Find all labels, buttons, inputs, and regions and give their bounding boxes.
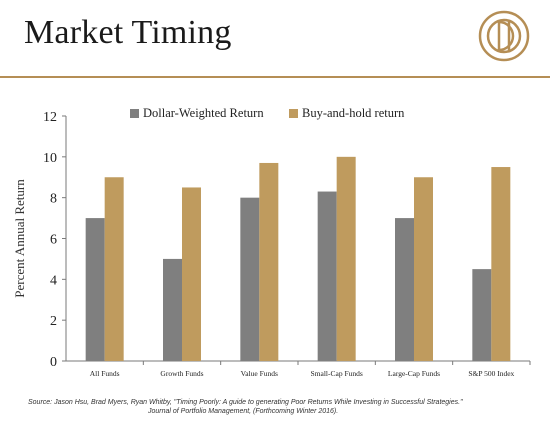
x-tick-label: All Funds [90,369,120,378]
legend-label: Dollar-Weighted Return [143,106,264,120]
bar-dollar-weighted [240,197,260,361]
x-tick-label: S&P 500 Index [468,369,514,378]
source-line-1: Source: Jason Hsu, Brad Myers, Ryan Whit… [28,399,463,406]
x-tick-label: Large-Cap Funds [388,369,440,378]
y-tick-label: 6 [50,233,57,248]
source-note: Source: Jason Hsu, Brad Myers, Ryan Whit… [28,398,528,416]
y-tick-label: 8 [50,192,57,207]
y-tick-label: 4 [50,273,57,288]
x-tick-label: Value Funds [241,369,278,378]
bar-buy-and-hold [414,177,433,361]
bar-buy-and-hold [491,167,511,361]
y-axis-label: Percent Annual Return [12,179,27,298]
bar-buy-and-hold [104,177,124,361]
y-tick-label: 0 [50,355,57,370]
x-tick-label: Growth Funds [160,369,203,378]
title-divider [0,76,550,78]
legend-swatch [130,109,139,118]
gold-circle-logo-icon [478,10,530,62]
page-title: Market Timing [24,14,232,51]
bar-dollar-weighted [472,269,492,361]
x-tick-label: Small-Cap Funds [311,369,363,378]
bar-buy-and-hold [259,162,279,361]
chart-canvas: Percent Annual Return 0 2 4 6 8 10 12 All Funds G… [12,106,531,378]
bar-chart: Percent Annual Return 0 2 4 6 8 10 12 All Funds G… [0,100,550,390]
bar-buy-and-hold [336,156,356,361]
legend-swatch [289,109,298,118]
bar-dollar-weighted [85,218,105,361]
source-line-2: Journal of Portfolio Management, (Forthc… [148,408,339,415]
bar-dollar-weighted [395,218,414,361]
y-tick-label: 2 [50,314,57,329]
y-tick-label: 10 [43,151,57,166]
bar-buy-and-hold [182,187,201,361]
y-tick-label: 12 [43,110,57,125]
legend-label: Buy-and-hold return [302,106,405,120]
bar-dollar-weighted [317,191,337,361]
bar-dollar-weighted [163,258,182,361]
